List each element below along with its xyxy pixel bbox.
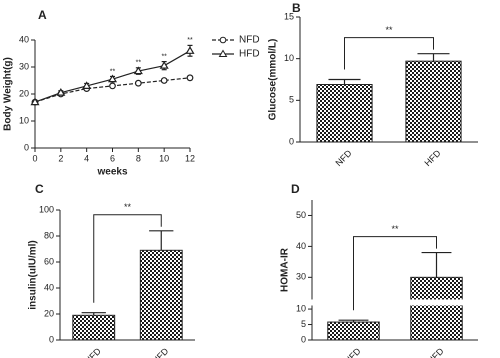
y-tick-label: 30 — [296, 272, 306, 282]
legend-marker — [219, 36, 227, 44]
bar — [327, 321, 380, 341]
y-tick-label: 80 — [44, 230, 54, 240]
y-tick-label: 0 — [24, 142, 29, 152]
y-tick-label: 40 — [296, 241, 306, 251]
x-tick-label: 12 — [185, 153, 195, 163]
marker — [160, 77, 168, 84]
marker — [56, 87, 66, 96]
y-tick-label: 20 — [19, 88, 29, 98]
y-tick-label: 40 — [19, 34, 29, 44]
marker — [107, 74, 118, 83]
annotation: ** — [391, 224, 399, 234]
marker — [133, 66, 143, 75]
y-axis-label: Body Weight(g) — [3, 57, 14, 131]
x-tick-label: 8 — [136, 153, 141, 163]
legend-label: NFD — [239, 35, 260, 46]
x-tick-label: 10 — [159, 153, 169, 163]
y-tick-label: 60 — [44, 256, 54, 266]
marker — [134, 79, 142, 87]
x-tick-label: 6 — [110, 153, 115, 163]
bracket — [353, 236, 437, 311]
y-tick-label: 5 — [289, 95, 294, 105]
significance-bracket: ** — [353, 224, 437, 311]
y-tick-label: 5 — [301, 319, 306, 329]
y-tick-label: 10 — [284, 53, 294, 63]
y-axis-label: Glucose(mmol/L) — [268, 39, 279, 121]
bar — [410, 276, 463, 341]
y-tick-label: 30 — [19, 61, 29, 71]
y-tick-label: 50 — [296, 210, 306, 220]
bar — [139, 249, 183, 341]
x-tick-label: 0 — [32, 153, 37, 163]
y-tick-label: 0 — [301, 334, 306, 344]
error-bar — [328, 78, 361, 85]
marker — [82, 81, 92, 89]
x-axis-label: weeks — [96, 167, 127, 178]
y-tick-label: 10 — [19, 115, 29, 125]
bracket — [344, 37, 434, 70]
bar — [316, 84, 373, 143]
x-tick-label: NFD — [342, 346, 363, 358]
x-tick-label: HFD — [425, 346, 446, 358]
panel-title: C — [35, 182, 44, 196]
bar — [405, 60, 462, 143]
y-tick-label: 10 — [296, 303, 306, 313]
marker — [109, 82, 116, 90]
y-tick-label: 40 — [44, 282, 54, 292]
x-tick-label: HFD — [150, 346, 171, 358]
legend-item: HFD — [212, 49, 260, 60]
x-tick-label: NFD — [333, 148, 354, 169]
bracket — [93, 214, 162, 303]
annotation: ** — [136, 60, 142, 67]
x-tick-label: 4 — [84, 153, 89, 163]
marker — [30, 97, 40, 106]
error-bar — [81, 312, 106, 316]
y-tick-label: 0 — [289, 136, 294, 146]
marker — [159, 60, 169, 69]
marker — [185, 46, 195, 54]
panel-title: B — [292, 1, 301, 15]
annotation: ** — [187, 37, 193, 44]
significance-bracket: ** — [344, 25, 434, 70]
y-axis-label: insulin(uIU/ml) — [28, 240, 39, 309]
y-tick-label: 15 — [284, 11, 294, 21]
panel-title: D — [291, 182, 300, 196]
y-tick-label: 100 — [39, 204, 54, 214]
marker — [186, 74, 194, 82]
error-bar — [338, 319, 369, 323]
annotation: ** — [385, 25, 393, 35]
axis-break — [307, 299, 479, 306]
error-bar — [421, 251, 452, 278]
legend-marker — [218, 49, 228, 57]
x-tick-label: 2 — [58, 153, 63, 163]
annotation: ** — [124, 202, 132, 212]
bar — [72, 314, 116, 341]
x-tick-label: HFD — [422, 148, 443, 169]
legend-item: NFD — [212, 35, 260, 46]
error-bar — [417, 53, 450, 62]
significance-bracket: ** — [93, 202, 162, 303]
annotation: ** — [161, 53, 167, 60]
x-tick-label: NFD — [83, 346, 104, 358]
error-bar — [149, 230, 174, 251]
legend-label: HFD — [239, 49, 260, 60]
y-tick-label: 0 — [49, 334, 54, 344]
annotation: ** — [110, 68, 116, 75]
panel-title: A — [38, 8, 47, 22]
y-tick-label: 20 — [44, 308, 54, 318]
y-axis-label: HOMA-IR — [280, 247, 291, 292]
